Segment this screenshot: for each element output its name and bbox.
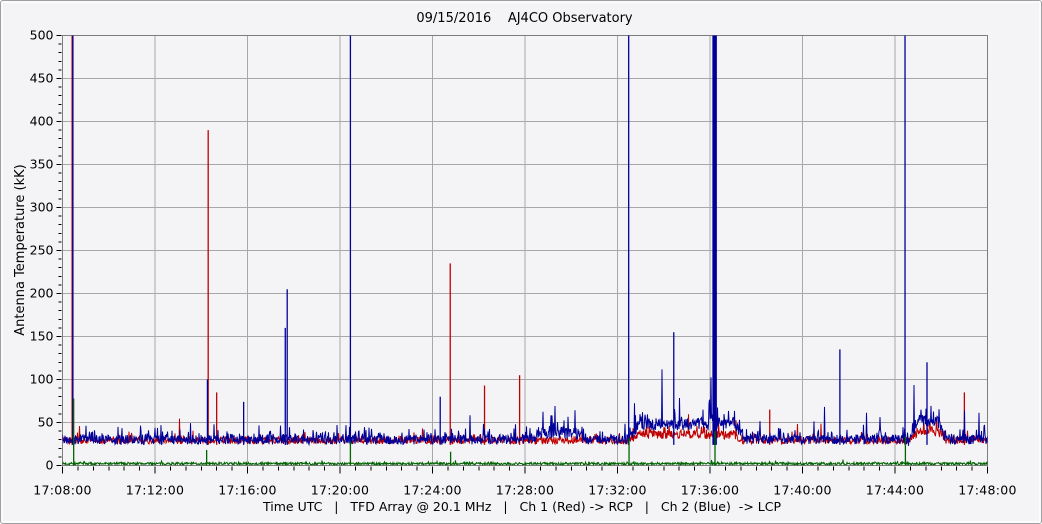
svg-text:200: 200 <box>30 286 54 301</box>
svg-text:17:40:00: 17:40:00 <box>773 483 832 498</box>
svg-text:17:32:00: 17:32:00 <box>588 483 647 498</box>
svg-text:17:44:00: 17:44:00 <box>866 483 925 498</box>
svg-text:150: 150 <box>30 329 54 344</box>
svg-text:100: 100 <box>30 372 54 387</box>
x-axis-caption: Time UTC | TFD Array @ 20.1 MHz | Ch 1 (… <box>263 499 781 514</box>
svg-text:350: 350 <box>30 157 54 172</box>
svg-text:17:48:00: 17:48:00 <box>958 483 1017 498</box>
svg-text:500: 500 <box>30 28 54 43</box>
chart-title: 09/15/2016 AJ4CO Observatory <box>416 11 633 26</box>
svg-text:400: 400 <box>30 114 54 129</box>
svg-text:17:16:00: 17:16:00 <box>218 483 277 498</box>
svg-text:450: 450 <box>30 71 54 86</box>
svg-text:17:12:00: 17:12:00 <box>126 483 185 498</box>
svg-text:17:24:00: 17:24:00 <box>403 483 462 498</box>
svg-text:300: 300 <box>30 200 54 215</box>
svg-text:250: 250 <box>30 243 54 258</box>
svg-text:50: 50 <box>38 415 54 430</box>
svg-text:17:20:00: 17:20:00 <box>311 483 370 498</box>
svg-text:17:08:00: 17:08:00 <box>33 483 92 498</box>
svg-text:17:36:00: 17:36:00 <box>681 483 740 498</box>
svg-text:0: 0 <box>46 458 54 473</box>
y-axis-title: Antenna Temperature (kK) <box>13 164 28 336</box>
svg-text:17:28:00: 17:28:00 <box>496 483 555 498</box>
